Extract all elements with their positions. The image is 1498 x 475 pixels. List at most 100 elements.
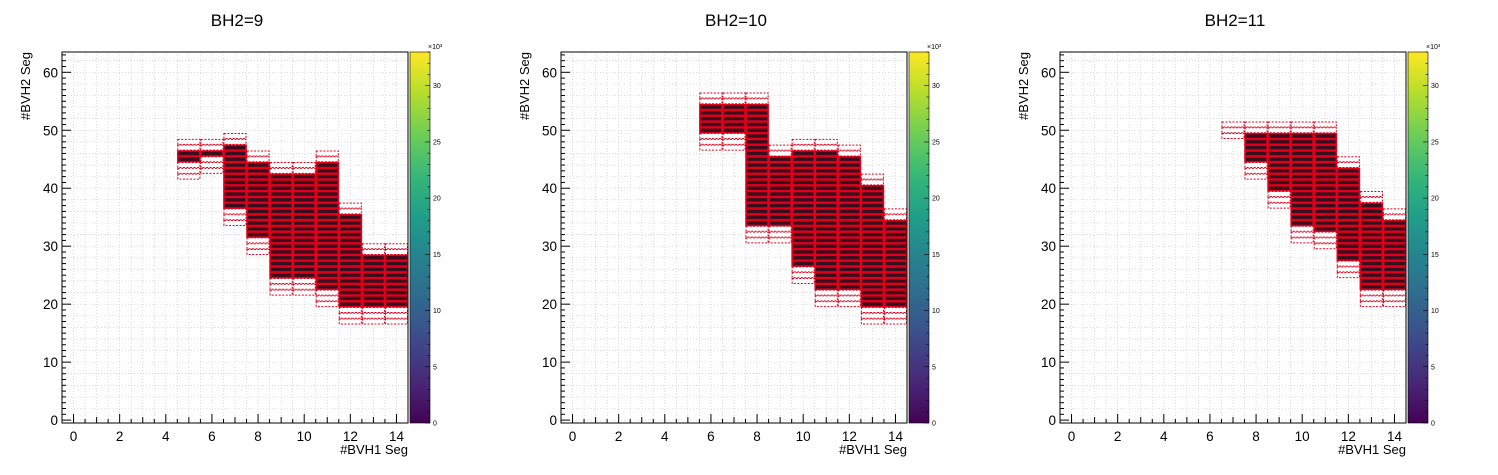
y-axis-label: #BVH2 Seg <box>18 52 33 120</box>
heatmap-cell <box>223 155 247 163</box>
heatmap-cell <box>814 155 839 163</box>
heatmap-cell <box>1359 295 1383 302</box>
heatmap-cell <box>768 161 792 169</box>
heatmap-cell <box>338 225 363 233</box>
heatmap-cell <box>1359 219 1384 227</box>
heatmap-cell <box>1313 225 1338 233</box>
heatmap-cell <box>269 283 293 290</box>
x-tick-label: 8 <box>753 429 761 444</box>
heatmap-cell <box>1359 248 1384 256</box>
heatmap-cell <box>814 196 839 204</box>
heatmap-cell <box>791 277 815 284</box>
heatmap-cell <box>791 167 816 175</box>
heatmap-cell <box>269 277 293 284</box>
heatmap-cell <box>384 266 409 273</box>
heatmap-cell <box>269 266 293 273</box>
heatmap-cell <box>722 144 746 151</box>
heatmap-cell <box>315 150 339 157</box>
heatmap-cell <box>883 277 908 285</box>
heatmap-cell <box>223 150 247 157</box>
heatmap-cell <box>223 220 247 227</box>
x-axis: 0 2 4 6 8 10 12 14#BVH1 Seg <box>569 414 907 457</box>
y-tick-label: 50 <box>542 123 557 138</box>
heatmap-cell <box>1313 132 1338 140</box>
heatmap-cell <box>1290 155 1315 163</box>
heatmap-cell <box>1359 254 1384 262</box>
heatmap-cell <box>837 237 862 244</box>
heatmap-cell <box>814 283 839 291</box>
heatmap-cell <box>246 243 270 250</box>
heatmap-cell <box>1359 196 1383 203</box>
z-tick-label: 30 <box>932 83 940 90</box>
heatmap-cell <box>338 237 363 244</box>
heatmap-cell <box>860 271 885 279</box>
heatmap-cell <box>177 173 201 180</box>
heatmap-cell <box>292 248 317 256</box>
heatmap-cell <box>315 254 340 262</box>
heatmap-cell <box>837 301 861 308</box>
heatmap-cell <box>1359 277 1384 285</box>
heatmap-cell <box>1267 155 1291 163</box>
y-tick-label: 0 <box>549 413 557 428</box>
heatmap-cell <box>246 184 270 192</box>
heatmap-cell <box>1359 225 1384 233</box>
heatmap-cell <box>269 289 293 296</box>
heatmap-cell <box>361 266 386 273</box>
heatmap-cell <box>1290 138 1315 146</box>
heatmap-cell <box>837 196 862 204</box>
heatmap-cell <box>1267 121 1291 128</box>
heatmap-cell <box>292 162 316 169</box>
heatmap-cell <box>1336 260 1360 267</box>
heatmap-cell <box>814 237 839 244</box>
heatmap-cell <box>384 243 408 250</box>
heatmap-cell <box>1313 161 1338 169</box>
heatmap-cell <box>223 190 247 198</box>
heatmap-cell <box>883 248 908 256</box>
heatmap-cell <box>315 208 340 215</box>
y-tick-label: 60 <box>542 65 557 80</box>
heatmap-cell <box>1359 231 1384 238</box>
heatmap-cell <box>384 248 408 255</box>
heatmap-cell <box>361 254 386 262</box>
heatmap-cell <box>722 98 746 105</box>
heatmap-cell <box>883 271 908 279</box>
heatmap-cell <box>361 312 385 319</box>
heatmap-cell <box>745 219 769 227</box>
heatmap-cell <box>837 161 862 169</box>
heatmap-cell <box>768 237 792 244</box>
heatmap-cell <box>1290 161 1315 169</box>
heatmap-cell <box>791 144 815 151</box>
heatmap-cell <box>1359 289 1383 296</box>
x-axis-label: #BVH1 Seg <box>839 442 907 457</box>
z-tick-label: 15 <box>433 252 441 259</box>
z-multiplier: ×10³ <box>927 44 942 51</box>
heatmap-cell <box>292 277 316 284</box>
heatmap-cell <box>745 132 769 140</box>
heatmap-cell <box>745 115 769 122</box>
heatmap-cell <box>860 237 885 244</box>
y-tick-label: 50 <box>43 123 58 138</box>
heatmap-cell <box>1313 150 1338 157</box>
heatmap-cell <box>745 161 769 169</box>
heatmap-cell <box>860 260 885 267</box>
heatmap-cell <box>745 190 769 198</box>
heatmap-cell <box>883 289 908 296</box>
heatmap-cell <box>246 237 270 244</box>
y-tick-label: 50 <box>1041 123 1056 138</box>
x-tick-label: 2 <box>1114 429 1122 444</box>
x-tick-label: 4 <box>162 429 170 444</box>
heatmap-cell <box>292 225 317 233</box>
heatmap-cell <box>860 225 885 233</box>
heatmap-cell <box>200 144 224 151</box>
z-multiplier: ×10³ <box>1426 44 1441 51</box>
heatmap-cell <box>1313 196 1338 204</box>
heatmap-cell <box>768 167 792 175</box>
heatmap-cell <box>1382 260 1407 267</box>
heatmap-cell <box>315 289 339 296</box>
heatmap-cell <box>1336 190 1361 198</box>
heatmap-cell <box>837 202 862 209</box>
heatmap-cell <box>1244 155 1268 163</box>
heatmap-cell <box>1290 196 1315 204</box>
heatmap-cell <box>223 161 247 169</box>
heatmap-cell <box>791 242 816 250</box>
